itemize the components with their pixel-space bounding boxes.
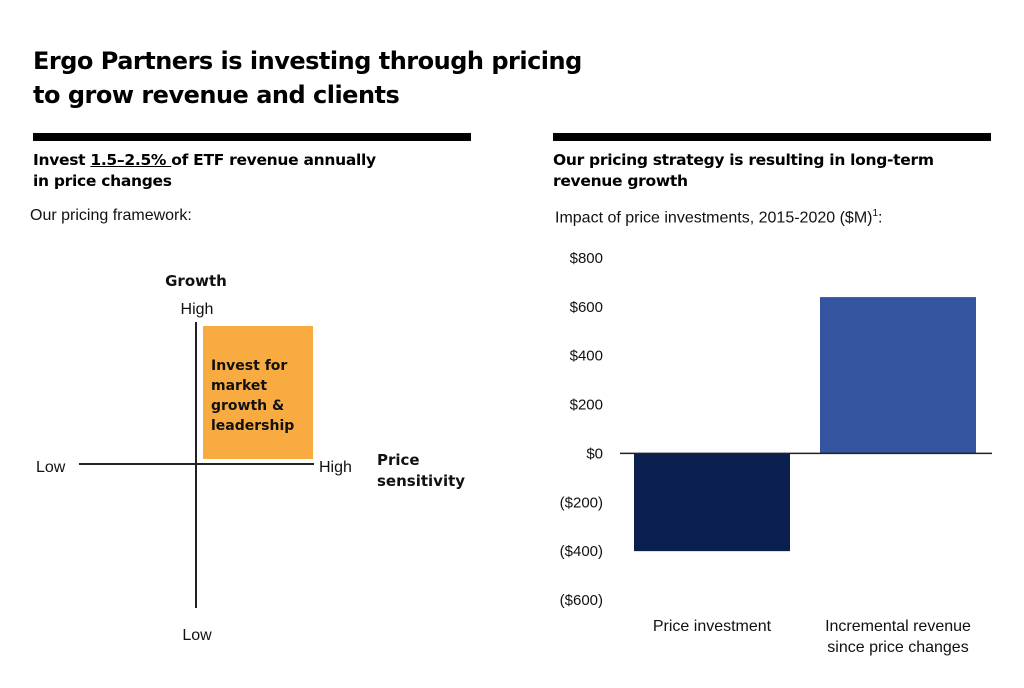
price-high-label: High bbox=[319, 459, 352, 476]
bar-incremental-revenue bbox=[820, 297, 976, 454]
invest-quadrant-box bbox=[203, 326, 313, 459]
left-subheading: Invest 1.5–2.5% of ETF revenue annually … bbox=[33, 150, 473, 192]
subhead-prefix: Invest bbox=[33, 151, 91, 169]
page-title-line2: to grow revenue and clients bbox=[33, 81, 400, 109]
chart-caption-suffix: : bbox=[878, 209, 883, 227]
price-axis-title-line2: sensitivity bbox=[377, 472, 465, 490]
right-subheading: Our pricing strategy is resulting in lon… bbox=[553, 150, 993, 192]
x-category-label: Price investment bbox=[653, 618, 772, 635]
price-low-label: Low bbox=[36, 459, 66, 476]
x-category-label: Incremental revenue bbox=[825, 618, 971, 635]
chart-caption: Impact of price investments, 2015-2020 (… bbox=[555, 208, 883, 227]
y-tick-label: $600 bbox=[570, 299, 603, 316]
y-tick-label: $800 bbox=[570, 250, 603, 267]
growth-axis-title: Growth bbox=[165, 272, 227, 290]
growth-low-label: Low bbox=[182, 627, 212, 644]
bar-price-investment bbox=[634, 453, 790, 552]
subhead-suffix: of ETF revenue annually bbox=[171, 151, 376, 169]
quadrant-text-line2: market bbox=[211, 378, 267, 394]
subhead-line2: in price changes bbox=[33, 172, 172, 190]
growth-high-label: High bbox=[181, 301, 214, 318]
framework-caption: Our pricing framework: bbox=[30, 207, 192, 224]
y-tick-label: ($400) bbox=[560, 543, 603, 560]
subhead-highlight: 1.5–2.5% bbox=[90, 151, 172, 169]
right-section-divider bbox=[553, 133, 991, 141]
chart-caption-text: Impact of price investments, 2015-2020 (… bbox=[555, 209, 873, 227]
subhead-line2: revenue growth bbox=[553, 172, 688, 190]
footnote-marker: 1 bbox=[872, 208, 879, 219]
y-tick-label: $0 bbox=[586, 445, 603, 462]
y-tick-label: $400 bbox=[570, 348, 603, 365]
left-section-divider bbox=[33, 133, 471, 141]
subhead-line1: Our pricing strategy is resulting in lon… bbox=[553, 151, 934, 169]
quadrant-text-line1: Invest for bbox=[211, 358, 287, 374]
y-tick-label: $200 bbox=[570, 397, 603, 414]
price-axis-title-line1: Price bbox=[377, 451, 420, 469]
y-tick-label: ($600) bbox=[560, 592, 603, 609]
x-category-label: since price changes bbox=[827, 639, 968, 656]
y-tick-label: ($200) bbox=[560, 494, 603, 511]
page-title-line1: Ergo Partners is investing through prici… bbox=[33, 47, 582, 75]
page-title: Ergo Partners is investing through prici… bbox=[33, 44, 582, 112]
quadrant-text-line3: growth & bbox=[211, 398, 284, 414]
quadrant-text-line4: leadership bbox=[211, 418, 294, 434]
